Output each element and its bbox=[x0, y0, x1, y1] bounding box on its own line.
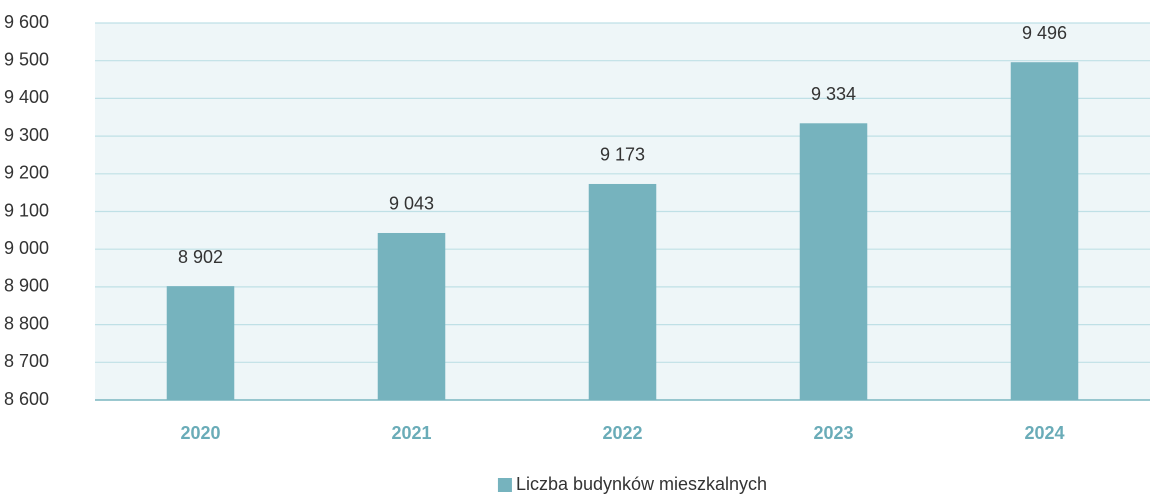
x-tick-label: 2023 bbox=[813, 423, 853, 443]
x-tick-label: 2020 bbox=[180, 423, 220, 443]
bar bbox=[1010, 62, 1079, 400]
legend-swatch bbox=[497, 478, 512, 492]
y-tick-label: 8 700 bbox=[4, 351, 49, 371]
x-tick-label: 2024 bbox=[1024, 423, 1064, 443]
y-tick-label: 8 800 bbox=[4, 313, 49, 333]
bar bbox=[588, 183, 657, 400]
x-tick-label: 2021 bbox=[391, 423, 431, 443]
y-tick-label: 9 400 bbox=[4, 87, 49, 107]
data-label: 8 902 bbox=[178, 247, 223, 267]
y-tick-label: 9 500 bbox=[4, 49, 49, 69]
bar bbox=[377, 232, 446, 400]
bar bbox=[799, 123, 868, 401]
y-tick-label: 8 600 bbox=[4, 389, 49, 409]
data-label: 9 334 bbox=[811, 84, 856, 104]
y-tick-label: 9 200 bbox=[4, 163, 49, 183]
y-tick-label: 9 100 bbox=[4, 200, 49, 220]
data-label: 9 173 bbox=[600, 145, 645, 165]
data-label: 9 496 bbox=[1022, 23, 1067, 43]
y-tick-label: 9 600 bbox=[4, 12, 49, 32]
y-tick-label: 9 000 bbox=[4, 238, 49, 258]
legend-label: Liczba budynków mieszkalnych bbox=[516, 474, 767, 494]
y-tick-label: 8 900 bbox=[4, 276, 49, 296]
data-label: 9 043 bbox=[389, 194, 434, 214]
bar bbox=[166, 286, 235, 400]
y-tick-label: 9 300 bbox=[4, 125, 49, 145]
x-tick-label: 2022 bbox=[602, 423, 642, 443]
